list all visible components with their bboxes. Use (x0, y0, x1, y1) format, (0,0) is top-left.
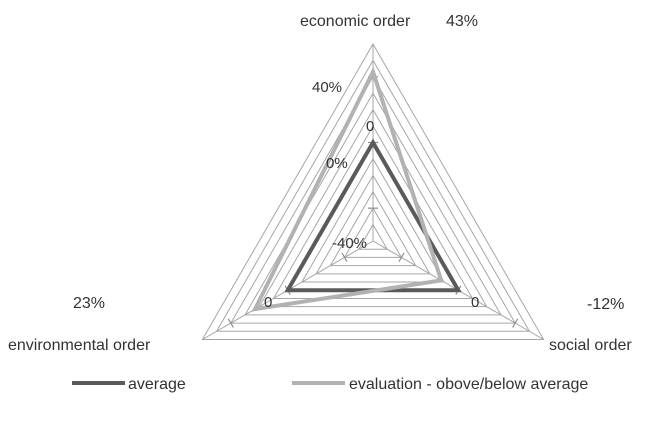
legend: average evaluation - obove/below average (72, 376, 588, 393)
axis-tick (227, 318, 234, 328)
tick-label-0: 0% (326, 155, 348, 172)
grid-ring (301, 157, 445, 283)
series-line-evaluation (251, 66, 444, 312)
grid-ring (229, 75, 517, 324)
tick-label-40: 40% (312, 79, 342, 96)
axis-label-social: social order (549, 337, 632, 354)
grid-ring (272, 125, 474, 299)
grid-ring (357, 223, 389, 250)
inner-marker-left: 0 (264, 294, 272, 311)
radar-spokes (202, 44, 544, 340)
legend-label-evaluation: evaluation - obove/below average (349, 376, 588, 393)
axis-value-economic: 43% (446, 13, 478, 30)
grid-ring (343, 207, 403, 258)
tick-label-neg40: -40% (332, 235, 367, 252)
grid-ring (315, 174, 431, 275)
axis-tick (512, 318, 519, 328)
grid-ring (201, 42, 545, 340)
axis-tick (341, 252, 348, 263)
grid-ring (258, 108, 488, 308)
axis-label-economic: economic order (300, 13, 411, 30)
inner-marker-right: 0 (471, 294, 479, 311)
axis-value-social: -12% (587, 296, 624, 313)
legend-label-average: average (128, 376, 186, 393)
axis-label-environmental: environmental order (8, 337, 151, 354)
axis-tick (398, 252, 405, 263)
inner-marker-top: 0 (366, 118, 374, 135)
axis-value-environmental: 23% (73, 295, 105, 312)
radar-series (251, 66, 462, 312)
grid-ring (329, 190, 417, 267)
grid-ring (215, 59, 531, 332)
